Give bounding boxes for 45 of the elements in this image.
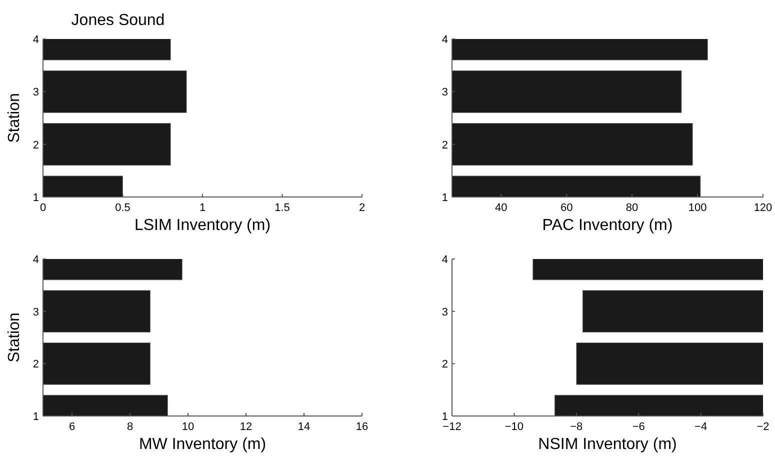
x-tick-label: 0.5 xyxy=(115,202,130,214)
y-tick-label: 1 xyxy=(32,192,39,204)
chart-title: Jones Sound xyxy=(71,12,165,29)
y-tick-label: 1 xyxy=(442,192,448,204)
y-tick-label: 1 xyxy=(32,411,39,423)
x-tick-label: −2 xyxy=(756,421,770,433)
x-tick-label: 120 xyxy=(754,202,772,214)
x-tick-label: 8 xyxy=(126,421,134,433)
y-tick-label: 4 xyxy=(32,254,39,266)
x-tick-label: 80 xyxy=(626,202,638,214)
x-axis-title: NSIM Inventory (m) xyxy=(538,436,677,453)
y-tick-label: 4 xyxy=(442,254,448,266)
x-tick-label: 40 xyxy=(494,202,508,214)
y-axis-title: Station xyxy=(6,312,23,362)
y-tick-label: 2 xyxy=(442,358,448,371)
x-tick-label: 10 xyxy=(182,421,194,433)
x-tick-label: 6 xyxy=(68,421,76,433)
x-tick-label: 100 xyxy=(688,202,707,214)
x-tick-label: −6 xyxy=(632,421,645,433)
y-tick-label: 3 xyxy=(442,306,448,318)
x-tick-label: 14 xyxy=(298,421,310,433)
y-tick-label: 2 xyxy=(32,358,39,371)
y-tick-label: 4 xyxy=(32,34,39,46)
x-tick-label: 1.5 xyxy=(274,202,290,214)
x-axis-title: LSIM Inventory (m) xyxy=(134,217,271,234)
x-tick-label: 2 xyxy=(358,202,366,214)
x-axis-title: PAC Inventory (m) xyxy=(542,217,673,234)
x-tick-label: 12 xyxy=(240,421,252,433)
x-tick-label: −10 xyxy=(504,421,524,433)
x-tick-label: −12 xyxy=(442,421,462,433)
x-tick-label: 1 xyxy=(199,202,206,214)
x-tick-label: 0 xyxy=(40,202,46,214)
y-tick-label: 1 xyxy=(442,411,448,423)
y-axis-title: Station xyxy=(6,93,23,143)
x-axis-title: MW Inventory (m) xyxy=(138,436,266,453)
x-tick-label: 16 xyxy=(356,421,368,433)
y-tick-label: 3 xyxy=(442,86,448,99)
y-tick-label: 3 xyxy=(32,86,39,99)
y-tick-label: 2 xyxy=(442,139,448,152)
x-tick-label: 60 xyxy=(560,202,573,214)
x-tick-label: −8 xyxy=(570,421,583,433)
y-tick-label: 4 xyxy=(442,34,448,46)
x-tick-label: −4 xyxy=(694,421,708,433)
y-tick-label: 3 xyxy=(32,306,39,318)
y-tick-label: 2 xyxy=(32,139,39,152)
